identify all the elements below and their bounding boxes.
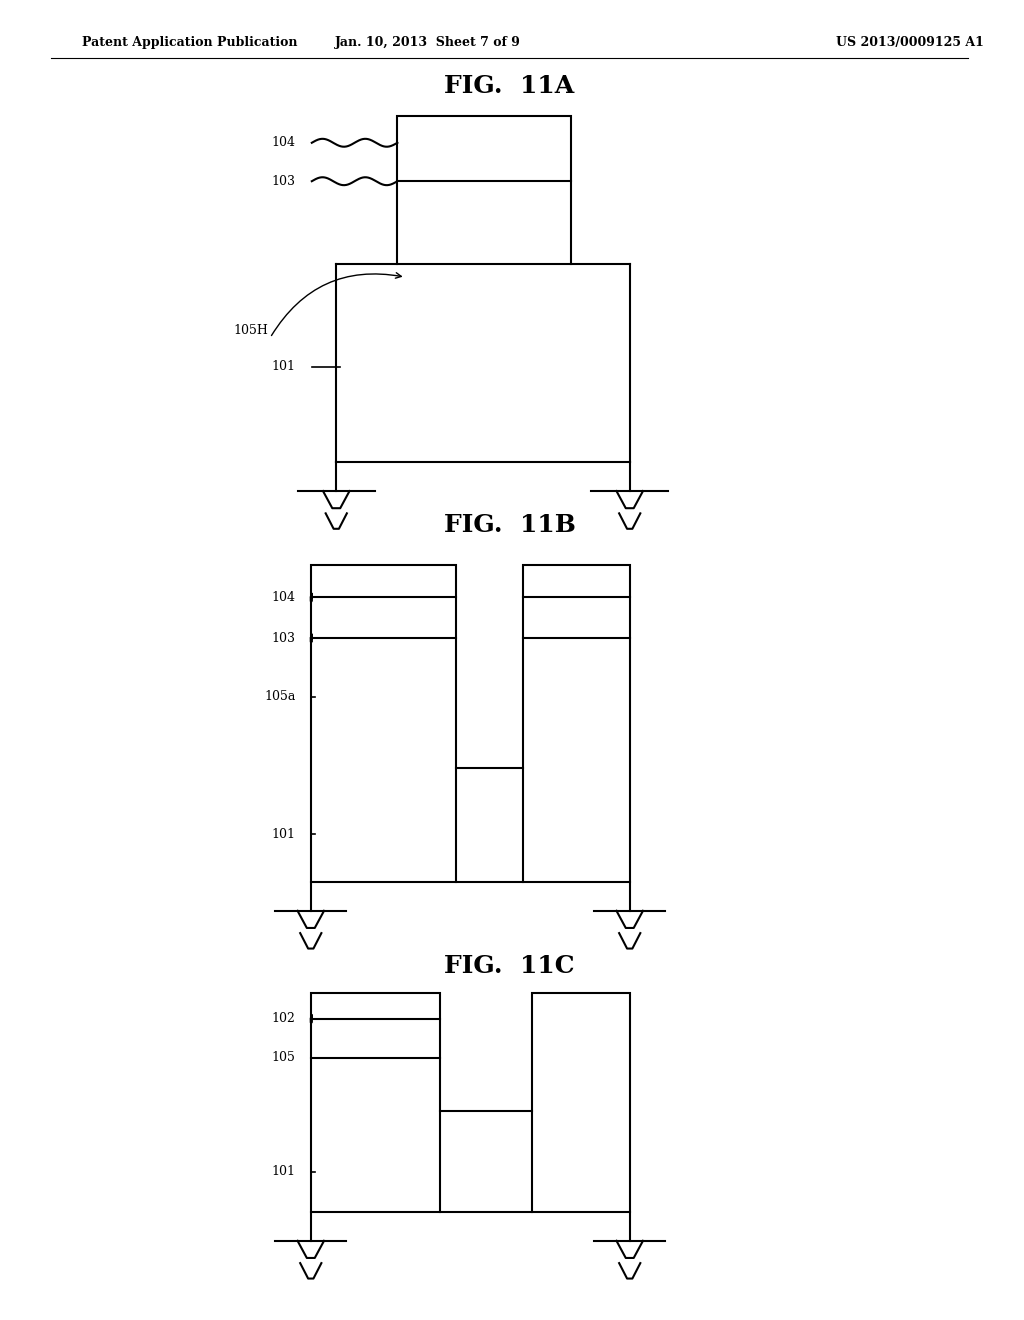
- Text: 105H: 105H: [233, 323, 268, 337]
- Bar: [531, 993, 630, 1212]
- Text: Patent Application Publication: Patent Application Publication: [82, 36, 297, 49]
- Text: US 2013/0009125 A1: US 2013/0009125 A1: [836, 36, 983, 49]
- Bar: [311, 565, 457, 882]
- Text: 103: 103: [271, 174, 296, 187]
- Text: FIG.  11A: FIG. 11A: [444, 74, 574, 98]
- Text: 105a: 105a: [264, 690, 296, 704]
- Text: 101: 101: [271, 1166, 296, 1179]
- Text: FIG.  11C: FIG. 11C: [444, 954, 574, 978]
- Text: 101: 101: [271, 360, 296, 374]
- Bar: [397, 116, 570, 264]
- Text: Jan. 10, 2013  Sheet 7 of 9: Jan. 10, 2013 Sheet 7 of 9: [335, 36, 521, 49]
- Text: 103: 103: [271, 632, 296, 644]
- Text: 101: 101: [271, 828, 296, 841]
- Text: 105: 105: [271, 1052, 296, 1064]
- Text: 104: 104: [271, 591, 296, 605]
- Bar: [311, 993, 440, 1212]
- Text: FIG.  11B: FIG. 11B: [443, 513, 575, 537]
- Bar: [522, 565, 630, 882]
- Text: 104: 104: [271, 136, 296, 149]
- Text: 102: 102: [271, 1012, 296, 1026]
